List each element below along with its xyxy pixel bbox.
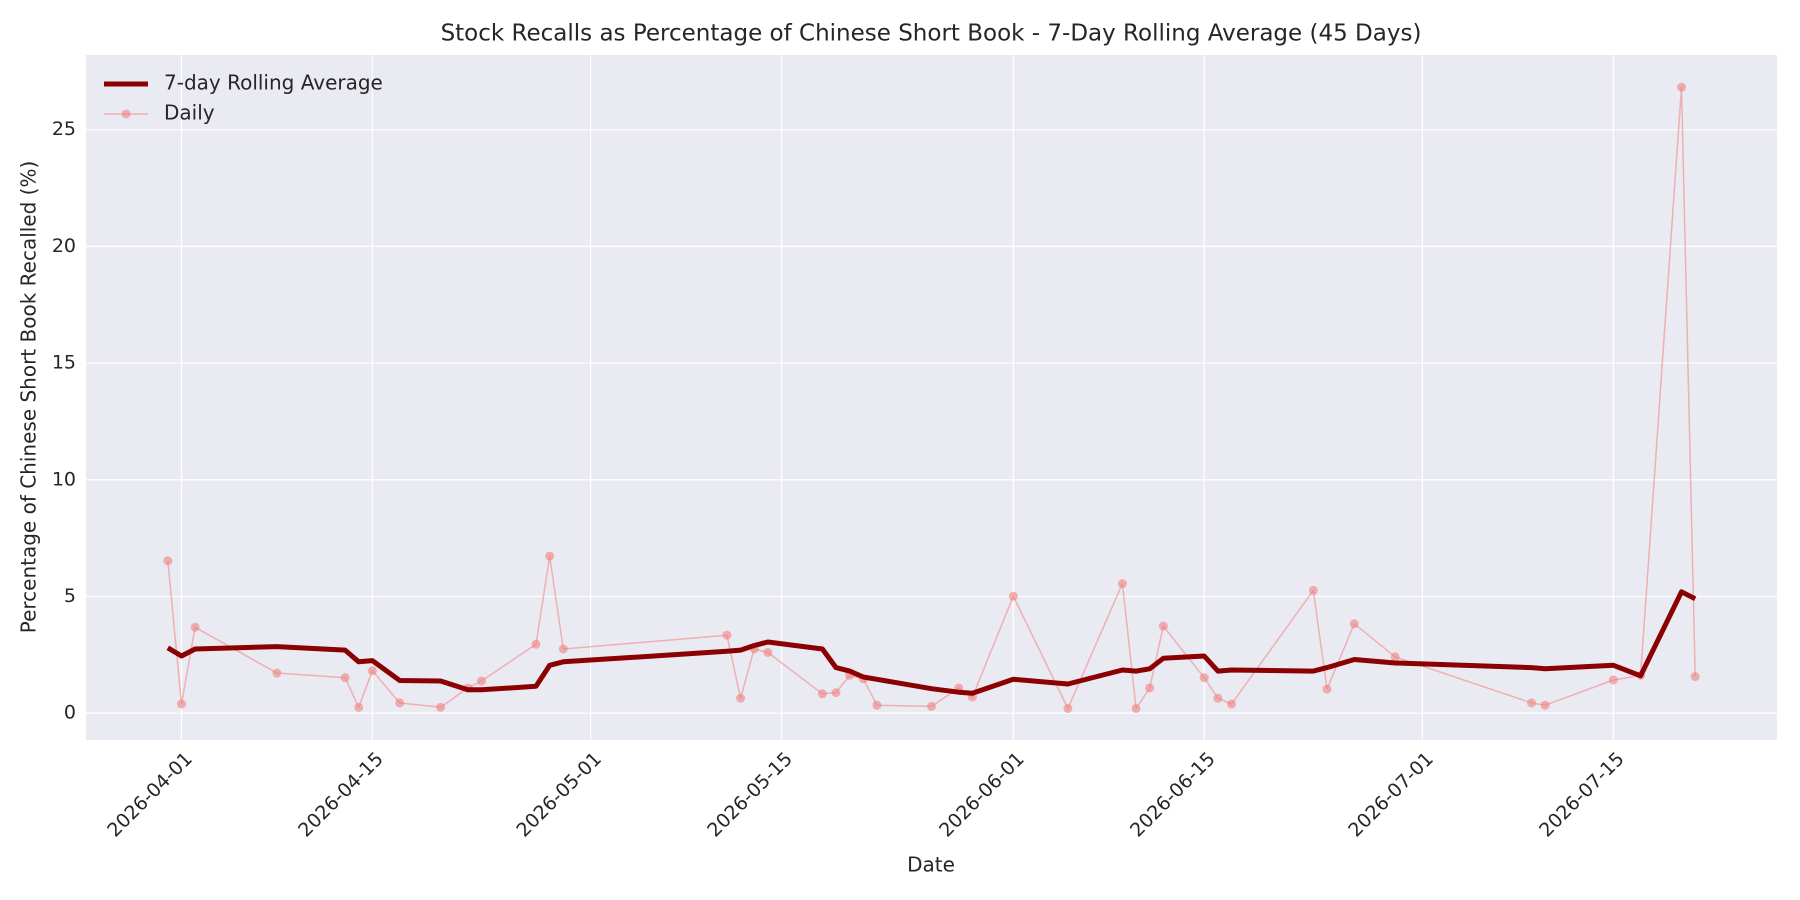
daily-point <box>436 702 446 712</box>
daily-point <box>1227 699 1237 709</box>
plot-area <box>86 55 1777 740</box>
daily-point <box>1145 683 1155 693</box>
rolling-average-line <box>166 589 1697 696</box>
legend-swatch <box>121 109 131 119</box>
daily-point <box>340 673 350 683</box>
daily-point <box>395 698 405 708</box>
daily-point <box>1131 703 1141 713</box>
y-tick-label: 0 <box>64 702 76 724</box>
x-tick-label: 2026-04-15 <box>294 748 388 842</box>
legend-label: 7-day Rolling Average <box>164 71 383 95</box>
y-tick-label: 5 <box>64 585 76 607</box>
x-tick-label: 2026-07-01 <box>1344 748 1438 842</box>
daily-point <box>872 700 882 710</box>
daily-point <box>1117 579 1127 589</box>
daily-point <box>1690 672 1700 682</box>
x-tick-label: 2026-06-15 <box>1126 748 1220 842</box>
daily-point <box>1608 675 1618 685</box>
x-tick-label: 2026-04-01 <box>103 748 197 842</box>
daily-point <box>1677 82 1687 92</box>
daily-point <box>1540 700 1550 710</box>
daily-point <box>176 699 186 709</box>
daily-point <box>831 688 841 698</box>
daily-point <box>531 639 541 649</box>
legend-label: Daily <box>164 101 215 125</box>
daily-point <box>1213 693 1223 703</box>
x-tick-label: 2026-05-15 <box>703 748 797 842</box>
daily-point <box>1349 619 1359 629</box>
y-tick-label: 15 <box>52 352 76 374</box>
daily-point <box>736 693 746 703</box>
daily-point <box>1199 673 1209 683</box>
daily-point <box>558 644 568 654</box>
daily-point <box>763 647 773 657</box>
daily-point <box>354 702 364 712</box>
daily-point <box>163 556 173 566</box>
daily-point <box>1308 585 1318 595</box>
daily-point <box>1322 684 1332 694</box>
y-tick-label: 20 <box>52 235 76 257</box>
daily-point <box>1063 703 1073 713</box>
x-axis-label: Date <box>907 853 955 877</box>
daily-point <box>367 666 377 676</box>
daily-point <box>476 676 486 686</box>
daily-point <box>1527 698 1537 708</box>
daily-point <box>272 668 282 678</box>
chart-title: Stock Recalls as Percentage of Chinese S… <box>441 21 1422 47</box>
daily-point <box>1008 591 1018 601</box>
daily-point <box>817 689 827 699</box>
x-tick-label: 2026-05-01 <box>512 748 606 842</box>
daily-point <box>927 701 936 711</box>
daily-point <box>1158 621 1168 631</box>
daily-point <box>190 622 200 632</box>
daily-point <box>1390 652 1400 662</box>
x-tick-label: 2026-07-15 <box>1535 748 1629 842</box>
daily-point <box>545 551 555 561</box>
x-tick-label: 2026-06-01 <box>935 748 1029 842</box>
y-tick-label: 25 <box>52 118 76 140</box>
y-tick-label: 10 <box>52 468 76 490</box>
daily-point <box>722 630 732 640</box>
y-axis-label: Percentage of Chinese Short Book Recalle… <box>17 161 41 634</box>
